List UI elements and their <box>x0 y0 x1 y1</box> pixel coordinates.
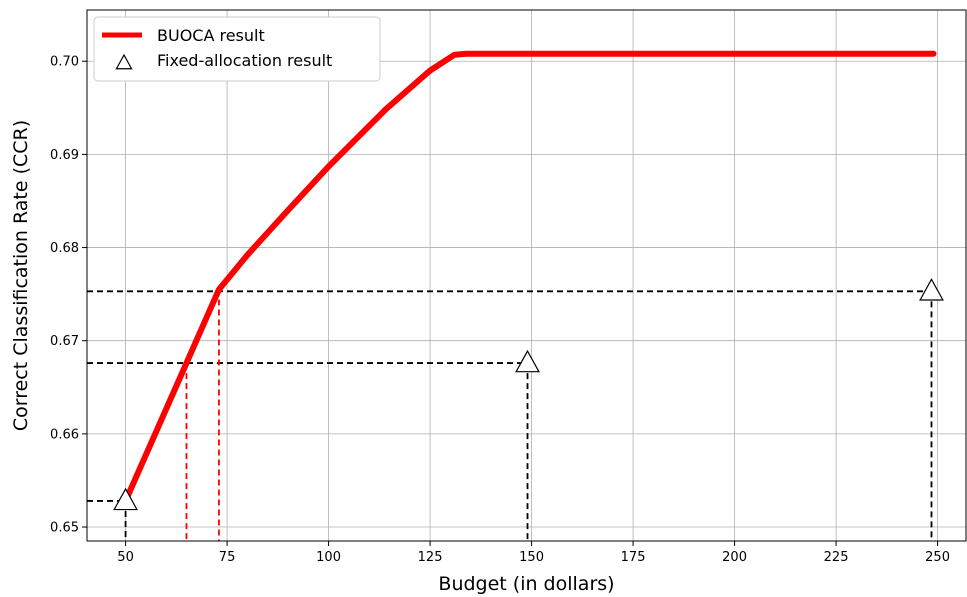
grid <box>87 10 966 541</box>
x-tick-label: 75 <box>219 550 236 565</box>
fixed-allocation-marker <box>113 487 138 511</box>
series <box>113 50 944 511</box>
fixed-allocation-marker <box>515 349 540 373</box>
y-tick-label: 0.65 <box>50 521 79 536</box>
legend: BUOCA result Fixed-allocation result <box>93 16 381 82</box>
x-tick-label: 125 <box>418 550 443 565</box>
legend-fixed-swatch <box>115 53 133 70</box>
y-tick-label: 0.69 <box>50 148 79 163</box>
legend-fixed-label: Fixed-allocation result <box>157 51 332 70</box>
x-tick-label: 50 <box>117 550 134 565</box>
x-tick-label: 100 <box>316 550 341 565</box>
x-tick-label: 175 <box>621 550 646 565</box>
y-tick-label: 0.68 <box>50 241 79 256</box>
plot-frame <box>86 9 967 542</box>
axis-ticks: 50 75 100 125 150 175 200 225 250 0.65 0.66 0.67 0.6… <box>50 55 950 565</box>
reference-lines <box>87 289 933 541</box>
buoca-line <box>122 50 937 504</box>
y-tick-label: 0.67 <box>50 334 79 349</box>
y-axis-label: Correct Classification Rate (CCR) <box>10 120 32 431</box>
x-axis-label: Budget (in dollars) <box>438 573 614 595</box>
y-tick-label: 0.70 <box>50 55 79 70</box>
legend-buoca-label: BUOCA result <box>157 26 265 45</box>
x-tick-label: 150 <box>519 550 544 565</box>
legend-box <box>93 16 381 82</box>
y-tick-label: 0.66 <box>50 427 79 442</box>
fixed-allocation-marker <box>919 278 944 301</box>
x-tick-label: 250 <box>925 550 950 565</box>
x-tick-label: 225 <box>824 550 849 565</box>
x-tick-label: 200 <box>722 550 747 565</box>
